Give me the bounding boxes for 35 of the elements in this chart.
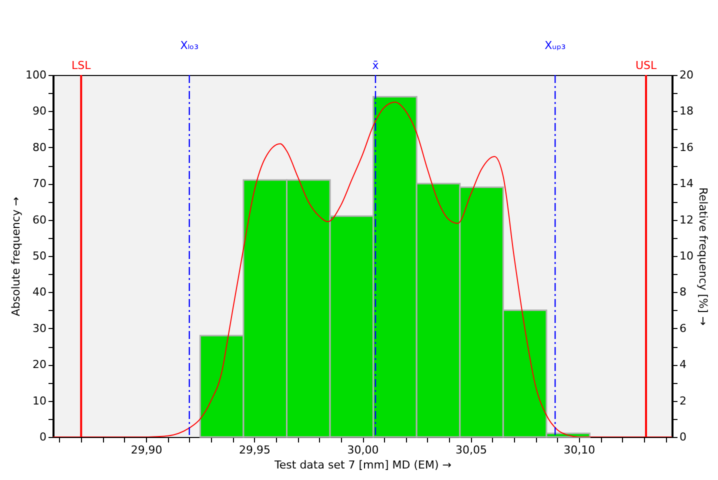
y2-tick-label: 12 xyxy=(680,213,694,226)
y-tick-label: 10 xyxy=(32,394,46,408)
y-tick-label: 0 xyxy=(40,430,46,444)
y-tick-label: 100 xyxy=(26,68,46,82)
y-tick-label: 80 xyxy=(32,140,46,154)
y-tick-label: 60 xyxy=(32,213,46,226)
y2-tick-label: 16 xyxy=(680,140,694,154)
x-tick-label: 29,95 xyxy=(239,444,271,456)
y-tick-label: 50 xyxy=(32,250,46,262)
x-tick-label: 29,90 xyxy=(130,444,162,456)
ref-line-label: Xᵤₚ₃ xyxy=(544,39,566,52)
y-tick-label: 70 xyxy=(32,177,46,190)
ref-line-label: USL xyxy=(635,59,658,72)
y-tick-label: 20 xyxy=(32,358,46,372)
y-tick-label: 30 xyxy=(32,322,46,335)
x-tick-label: 30,05 xyxy=(455,444,487,456)
y2-tick-label: 14 xyxy=(680,177,694,190)
y2-tick-label: 6 xyxy=(680,322,686,335)
y2-tick-label: 8 xyxy=(680,286,686,299)
y2-axis-title: Relative frequency [%] → xyxy=(696,187,710,326)
x-axis-title: Test data set 7 [mm] MD (EM) → xyxy=(274,458,452,472)
y2-tick-label: 18 xyxy=(680,104,694,118)
x-tick-label: 30,10 xyxy=(564,444,596,456)
y2-tick-label: 10 xyxy=(680,250,694,262)
y-tick-label: 40 xyxy=(32,286,46,299)
x-tick-label: 30,00 xyxy=(347,444,379,456)
y2-tick-label: 0 xyxy=(680,430,686,444)
y2-tick-label: 4 xyxy=(680,358,686,372)
y2-tick-label: 2 xyxy=(680,394,686,408)
ref-line-label: LSL xyxy=(72,59,92,72)
ref-line-label: x̄ xyxy=(372,59,380,72)
y-axis-title: Absolute frequency → xyxy=(10,196,23,316)
y2-tick-label: 20 xyxy=(680,68,694,82)
y-tick-label: 90 xyxy=(32,104,46,118)
ref-line-label: Xₗₒ₃ xyxy=(180,39,199,52)
